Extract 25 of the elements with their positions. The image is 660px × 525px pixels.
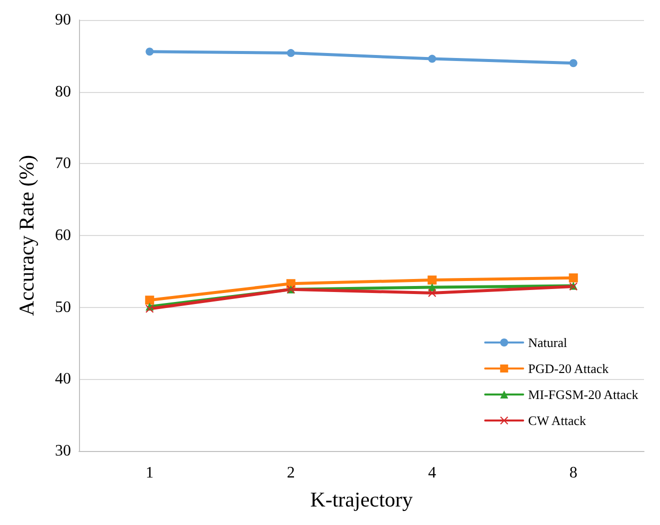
point [145, 296, 154, 305]
point [428, 276, 437, 285]
x-tick-label: 8 [569, 464, 578, 482]
y-tick-label: 70 [55, 155, 71, 172]
legend-label: Natural [528, 335, 568, 350]
legend-label: MI-FGSM-20 Attack [528, 387, 639, 402]
point [286, 49, 295, 58]
y-tick-label: 80 [55, 83, 71, 100]
point [568, 273, 578, 282]
y-tick-label: 30 [55, 442, 71, 460]
y-tick-label: 40 [55, 370, 71, 388]
point [428, 288, 436, 297]
point [569, 59, 578, 68]
point [428, 54, 436, 63]
x-tick-label: 1 [146, 464, 154, 482]
x-tick-label: 2 [286, 464, 295, 482]
legend-label: CW Attack [528, 413, 587, 428]
point [146, 48, 154, 56]
y-axis-title: Accuracy Rate (%) [14, 155, 38, 316]
y-tick-label: 60 [55, 227, 71, 244]
x-axis-title: K-trajectory [310, 488, 414, 512]
x-tick-label: 4 [428, 464, 436, 482]
y-tick-label: 90 [55, 12, 71, 28]
y-tick-label: 50 [55, 298, 71, 316]
legend-label: PGD-20 Attack [528, 361, 610, 376]
